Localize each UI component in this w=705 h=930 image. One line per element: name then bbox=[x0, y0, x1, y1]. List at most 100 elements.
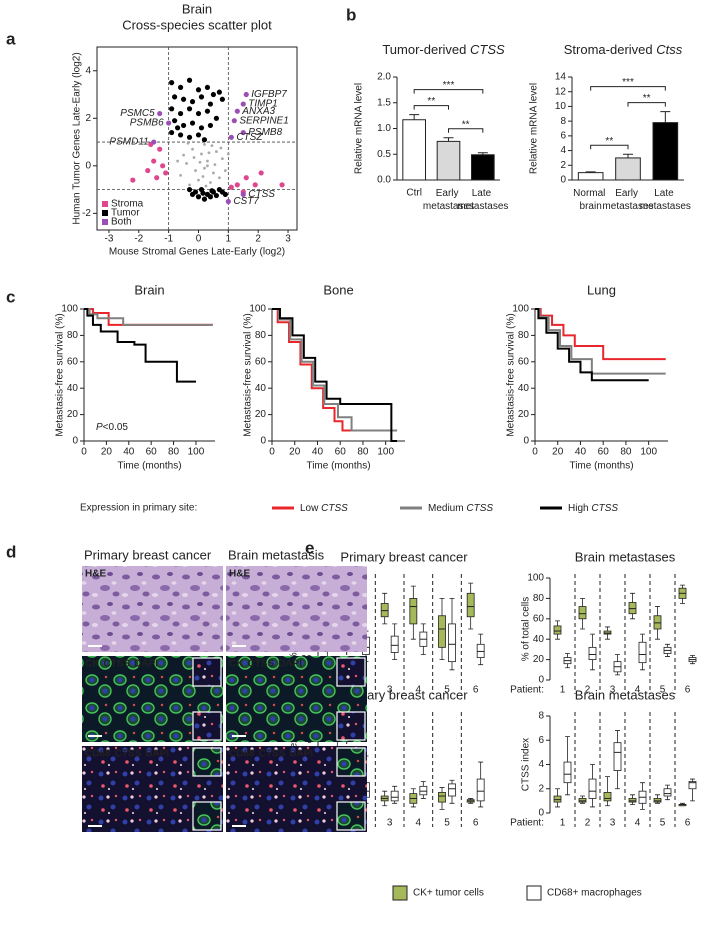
y-tick-label: 0 bbox=[85, 160, 91, 171]
background-point bbox=[203, 143, 206, 146]
data-point bbox=[172, 94, 178, 100]
y-tick-label: 80 bbox=[533, 593, 545, 604]
y-tick-label: 12 bbox=[555, 86, 567, 97]
legend-label: CD68+ macrophages bbox=[547, 888, 642, 899]
data-point bbox=[243, 175, 249, 181]
legend-swatch bbox=[392, 885, 408, 901]
inset bbox=[192, 747, 222, 777]
x-axis-label: Time (months) bbox=[117, 461, 181, 472]
legend-swatch bbox=[102, 210, 108, 216]
x-axis-label: Time (months) bbox=[569, 461, 633, 472]
x-tick-label: 80 bbox=[357, 447, 369, 458]
box bbox=[603, 630, 612, 635]
data-point bbox=[228, 134, 234, 140]
data-point bbox=[180, 96, 187, 102]
legend-label: Tumor bbox=[111, 208, 140, 219]
x-tick-label: 100 bbox=[377, 447, 394, 458]
data-point bbox=[189, 120, 196, 126]
y-tick-label: 80 bbox=[255, 330, 267, 341]
micrograph bbox=[226, 566, 367, 652]
x-tick-label: 4 bbox=[416, 818, 422, 829]
box bbox=[628, 798, 637, 803]
box bbox=[653, 615, 662, 630]
y-tick-label: 10 bbox=[555, 101, 567, 112]
background-point bbox=[194, 169, 197, 172]
plot-frame bbox=[96, 46, 298, 231]
data-point bbox=[177, 84, 184, 91]
panel-label: b bbox=[346, 5, 356, 24]
y-tick-label: 100 bbox=[512, 304, 529, 315]
p-value: P<0.05 bbox=[96, 422, 128, 433]
significance-bracket bbox=[590, 86, 666, 91]
y-tick-label: 100 bbox=[249, 304, 266, 315]
x-tick-label: 0 bbox=[196, 234, 202, 245]
legend-title: Expression in primary site: bbox=[80, 503, 197, 514]
data-point bbox=[186, 77, 193, 83]
data-point bbox=[234, 182, 240, 188]
x-tick-label: 80 bbox=[620, 447, 632, 458]
x-tick-label: 3 bbox=[387, 685, 393, 696]
survival-curve bbox=[535, 308, 666, 375]
data-point bbox=[198, 94, 205, 100]
data-point bbox=[195, 132, 202, 138]
background-point bbox=[206, 164, 209, 168]
box bbox=[563, 761, 572, 784]
x-tick-label: 3 bbox=[285, 234, 291, 245]
x-tick-label: 80 bbox=[168, 447, 180, 458]
legend-swatch bbox=[102, 201, 108, 207]
x-tick-label: 40 bbox=[123, 447, 135, 458]
box bbox=[588, 646, 597, 660]
chart-title: Brain metastases bbox=[575, 687, 676, 702]
bar bbox=[436, 140, 461, 181]
stain-label: DAPI bbox=[278, 659, 302, 670]
y-tick-label: 20 bbox=[255, 409, 267, 420]
category-axis-label: Patient: bbox=[510, 685, 544, 696]
x-tick-label: 5 bbox=[444, 685, 450, 696]
significance-bracket bbox=[413, 89, 484, 94]
error-bar bbox=[660, 111, 671, 123]
y-tick-label: 60 bbox=[67, 356, 79, 367]
y-tick-label: 80 bbox=[518, 330, 530, 341]
stain-label: CTSS bbox=[247, 659, 274, 670]
x-axis-label: Mouse Stromal Genes Late-Early (log2) bbox=[109, 247, 285, 258]
background-point bbox=[220, 157, 224, 161]
gene-label: ANXA3 bbox=[241, 106, 275, 117]
significance-bracket bbox=[590, 144, 629, 150]
error-bar bbox=[623, 153, 633, 158]
y-tick-label: 0.5 bbox=[377, 149, 391, 160]
y-tick-label: 4 bbox=[560, 145, 566, 156]
x-tick-label: 3 bbox=[387, 818, 393, 829]
data-point bbox=[157, 146, 163, 152]
data-point bbox=[186, 186, 193, 193]
legend-swatch bbox=[526, 885, 542, 901]
inset bbox=[336, 711, 366, 741]
data-point bbox=[207, 101, 214, 107]
y-tick-label: 8 bbox=[538, 711, 544, 722]
y-tick-label: 80 bbox=[67, 330, 79, 341]
box bbox=[438, 615, 446, 648]
x-tick-label: Late metastases bbox=[457, 188, 508, 212]
box bbox=[476, 643, 485, 658]
inset bbox=[192, 711, 222, 741]
x-tick-label: Ctrl bbox=[406, 188, 422, 199]
x-tick-label: 60 bbox=[598, 447, 610, 458]
box bbox=[476, 778, 485, 802]
gene-label: PSMB8 bbox=[248, 127, 282, 138]
survival-curve bbox=[272, 308, 398, 442]
background-point bbox=[212, 171, 215, 175]
gene-label: CTSS bbox=[248, 189, 275, 200]
y-axis-label: Human Tumor Genes Late-Early (log2) bbox=[72, 52, 83, 224]
box bbox=[448, 623, 456, 663]
y-tick-label: 100 bbox=[61, 304, 78, 315]
x-tick-label: 0 bbox=[532, 447, 538, 458]
bar bbox=[652, 122, 679, 181]
x-tick-label: 60 bbox=[146, 447, 158, 458]
x-tick-label: 4 bbox=[635, 818, 641, 829]
data-point bbox=[174, 125, 181, 131]
y-tick-label: 6 bbox=[538, 735, 544, 746]
y-tick-label: 0 bbox=[72, 436, 78, 447]
data-point bbox=[219, 189, 225, 195]
inset bbox=[336, 801, 366, 831]
panel-label: c bbox=[6, 287, 15, 306]
x-tick-label: 5 bbox=[444, 818, 450, 829]
